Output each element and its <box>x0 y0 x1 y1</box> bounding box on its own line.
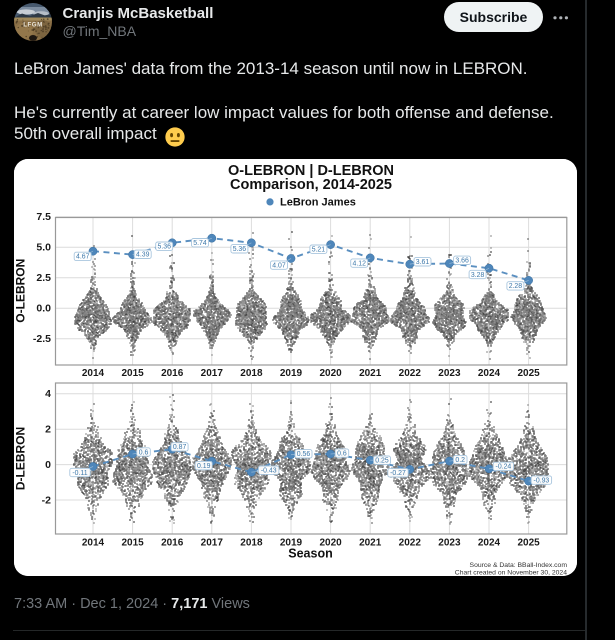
svg-text:4.39: 4.39 <box>136 252 150 259</box>
svg-text:4.12: 4.12 <box>352 260 366 267</box>
svg-text:0.19: 0.19 <box>197 463 211 470</box>
svg-text:O-LEBRON | D-LEBRON: O-LEBRON | D-LEBRON <box>228 163 394 179</box>
svg-text:-2.5: -2.5 <box>33 333 51 345</box>
svg-text:2016: 2016 <box>161 368 184 379</box>
svg-text:-0.93: -0.93 <box>534 477 550 484</box>
svg-text:0.0: 0.0 <box>36 303 51 315</box>
svg-text:D-LEBRON: D-LEBRON <box>14 427 28 490</box>
svg-text:2018: 2018 <box>240 368 263 379</box>
svg-text:2: 2 <box>45 424 51 436</box>
svg-text:2024: 2024 <box>478 368 501 379</box>
svg-text:0.6: 0.6 <box>337 450 347 457</box>
svg-text:2025: 2025 <box>517 368 540 379</box>
svg-text:5.74: 5.74 <box>193 240 207 247</box>
svg-text:2014: 2014 <box>82 538 105 549</box>
svg-text:2024: 2024 <box>478 538 501 549</box>
svg-text:4: 4 <box>45 388 51 400</box>
svg-text:0.2: 0.2 <box>455 457 465 464</box>
svg-text:3.66: 3.66 <box>455 258 469 265</box>
svg-text:5.36: 5.36 <box>233 246 247 253</box>
svg-text:5.36: 5.36 <box>157 244 171 251</box>
svg-text:2015: 2015 <box>121 368 144 379</box>
svg-text:O-LEBRON: O-LEBRON <box>14 259 28 323</box>
svg-text:2017: 2017 <box>201 368 224 379</box>
svg-text:3.61: 3.61 <box>416 259 430 266</box>
svg-text:Chart created on November 30,: Chart created on November 30, 2024 <box>455 570 567 577</box>
svg-text:5.0: 5.0 <box>36 242 51 254</box>
svg-text:2021: 2021 <box>359 538 382 549</box>
svg-text:LFGM: LFGM <box>23 22 43 29</box>
svg-text:2014: 2014 <box>82 368 105 379</box>
svg-text:Comparison, 2014-2025: Comparison, 2014-2025 <box>230 177 392 193</box>
svg-text:0.6: 0.6 <box>139 449 149 456</box>
svg-text:5.21: 5.21 <box>312 247 326 254</box>
svg-text:-0.27: -0.27 <box>390 470 406 477</box>
svg-text:2016: 2016 <box>161 538 184 549</box>
svg-text:2.28: 2.28 <box>509 283 523 290</box>
svg-text:4.67: 4.67 <box>76 254 90 261</box>
svg-text:2020: 2020 <box>319 368 342 379</box>
svg-text:2022: 2022 <box>399 538 422 549</box>
svg-text:2015: 2015 <box>121 538 144 549</box>
svg-text:2.5: 2.5 <box>36 272 51 284</box>
svg-text:3.28: 3.28 <box>471 272 485 279</box>
svg-text:0.87: 0.87 <box>173 444 187 451</box>
svg-text:2025: 2025 <box>517 538 540 549</box>
svg-text:2023: 2023 <box>438 368 461 379</box>
svg-text:LeBron James: LeBron James <box>280 197 356 209</box>
svg-text:4.07: 4.07 <box>272 262 286 269</box>
svg-text:2020: 2020 <box>319 538 342 549</box>
svg-text:0.56: 0.56 <box>297 451 311 458</box>
svg-text:7.5: 7.5 <box>36 211 51 223</box>
svg-text:2022: 2022 <box>399 368 422 379</box>
svg-text:2019: 2019 <box>280 538 303 549</box>
svg-text:-0.24: -0.24 <box>496 464 512 471</box>
svg-text:2023: 2023 <box>438 538 461 549</box>
svg-text:-0.11: -0.11 <box>72 470 87 477</box>
svg-text:Season: Season <box>288 547 332 561</box>
svg-text:-2: -2 <box>42 494 51 506</box>
svg-text:0: 0 <box>45 459 51 471</box>
svg-text:Source & Data: BBall-Index.com: Source & Data: BBall-Index.com <box>470 562 568 569</box>
svg-text:2019: 2019 <box>280 368 303 379</box>
svg-text:2021: 2021 <box>359 368 382 379</box>
svg-text:0.25: 0.25 <box>375 458 389 465</box>
svg-text:2018: 2018 <box>240 538 263 549</box>
svg-text:-0.43: -0.43 <box>261 468 277 475</box>
svg-text:2017: 2017 <box>201 538 224 549</box>
